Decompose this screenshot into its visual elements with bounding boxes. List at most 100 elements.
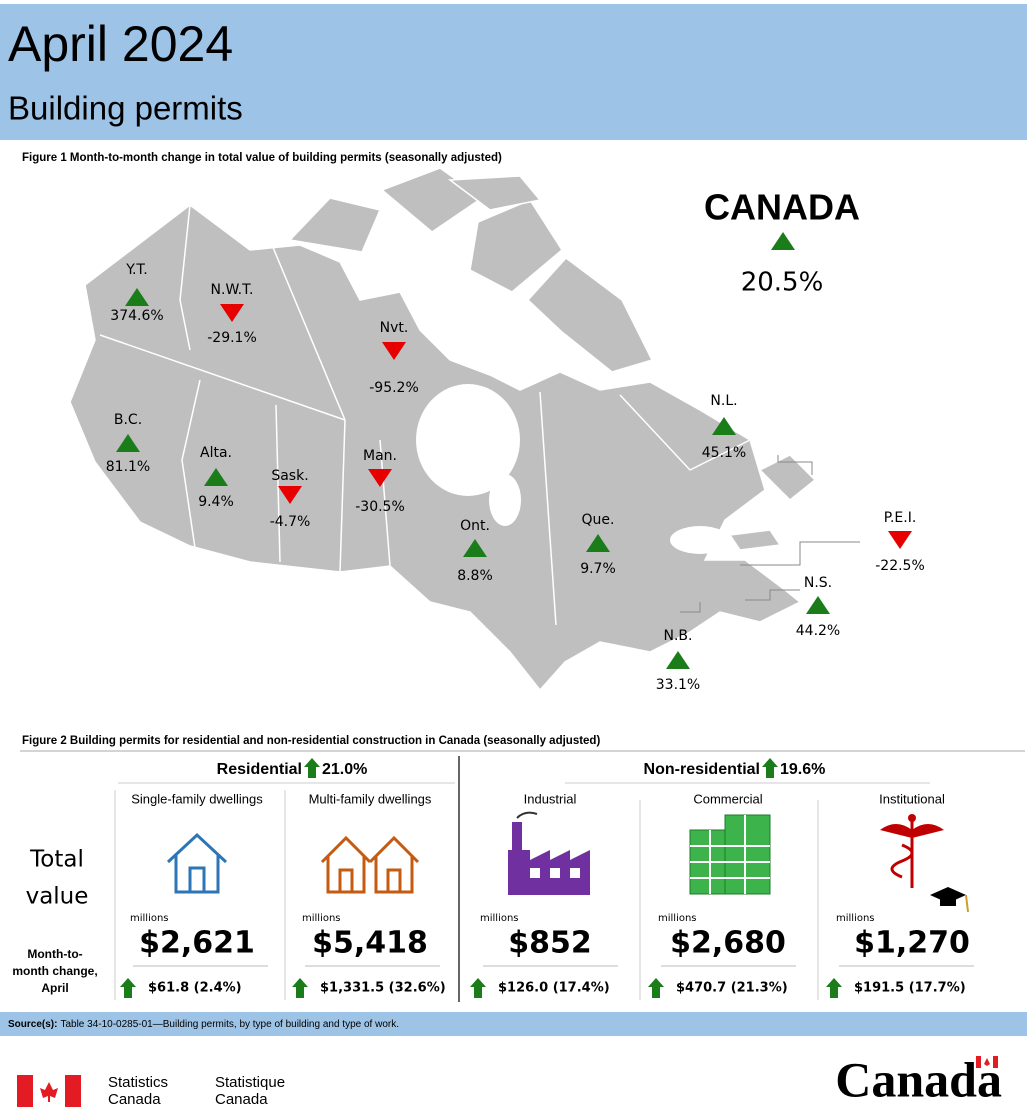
national-label: CANADA xyxy=(704,187,860,228)
up-arrow xyxy=(204,468,228,486)
total-value: $1,270 xyxy=(854,926,970,961)
agency-fr: Canada xyxy=(215,1091,268,1108)
hudson-bay xyxy=(416,384,520,496)
region-value: -30.5% xyxy=(355,499,405,515)
group-label: Non-residential xyxy=(644,761,760,778)
region-label: N.W.T. xyxy=(211,282,254,298)
region-value: 374.6% xyxy=(110,308,163,324)
region-value: 8.8% xyxy=(457,568,493,584)
dividers xyxy=(114,782,930,1000)
up-arrow xyxy=(586,534,610,552)
source: Source(s): Table 34-10-0285-01—Building p… xyxy=(8,1019,399,1030)
down-arrow xyxy=(368,469,392,487)
up-arrow xyxy=(666,651,690,669)
region-label: P.E.I. xyxy=(884,510,917,526)
region-label: N.B. xyxy=(664,628,693,644)
up-arrow xyxy=(826,978,842,998)
down-arrow xyxy=(220,304,244,322)
region-value: 9.7% xyxy=(580,561,616,577)
up-arrow xyxy=(806,596,830,614)
gulf xyxy=(670,526,730,554)
leaders xyxy=(680,455,860,613)
boundary xyxy=(539,391,557,626)
item-label: Single-family dwellings xyxy=(131,791,263,806)
map xyxy=(69,167,860,692)
down-arrow xyxy=(382,342,406,360)
island xyxy=(447,175,542,211)
region-value: -29.1% xyxy=(207,330,257,346)
figure-title: Figure 2 Building permits for residentia… xyxy=(22,735,600,747)
total-value: $852 xyxy=(508,926,592,961)
subtitle: Building permits xyxy=(8,90,243,127)
boundary xyxy=(619,394,751,471)
national-value: 20.5% xyxy=(741,268,824,298)
agency-en: Statistics xyxy=(108,1074,168,1091)
total-value: $2,680 xyxy=(670,926,786,961)
building-icon xyxy=(689,814,771,895)
region-label: Y.T. xyxy=(125,262,148,278)
group-change: 21.0% xyxy=(322,761,367,778)
region-label: B.C. xyxy=(114,412,142,428)
flag xyxy=(17,1075,81,1107)
up-arrow xyxy=(304,758,320,778)
boundaries xyxy=(99,204,751,626)
item-label: Institutional xyxy=(879,791,945,806)
item-change: $126.0 (17.4%) xyxy=(498,981,610,996)
up-arrow xyxy=(120,978,136,998)
item-change: $1,331.5 (32.6%) xyxy=(320,981,446,996)
item-label: Industrial xyxy=(524,791,577,806)
region-label: Man. xyxy=(363,448,397,464)
unit: millions xyxy=(658,913,697,924)
boundary xyxy=(271,244,346,421)
row-label: April xyxy=(41,981,68,995)
group-change: 19.6% xyxy=(780,761,825,778)
boundary xyxy=(339,419,346,573)
james-bay xyxy=(489,474,521,526)
region-label: Nvt. xyxy=(380,320,409,336)
up-arrow xyxy=(762,758,778,778)
house-icon xyxy=(166,832,228,894)
group-label: Residential xyxy=(217,761,302,778)
boundary xyxy=(99,334,346,421)
region-label: N.L. xyxy=(710,393,737,409)
up-arrow xyxy=(116,434,140,452)
down-arrow xyxy=(278,486,302,504)
region-label: Sask. xyxy=(271,468,308,484)
item-label: Commercial xyxy=(693,791,762,806)
up-arrow xyxy=(463,539,487,557)
up-arrow xyxy=(771,232,795,250)
agency-fr: Statistique xyxy=(215,1074,285,1091)
row-label: Total xyxy=(29,847,84,873)
leader-line xyxy=(740,541,860,566)
island xyxy=(758,454,817,502)
source-text: Table 34-10-0285-01—Building permits, by… xyxy=(60,1019,399,1030)
row-label: Month-to- xyxy=(27,947,82,961)
leader-line xyxy=(745,589,800,601)
up-arrow xyxy=(470,978,486,998)
boundary xyxy=(181,379,201,549)
item-change: $470.7 (21.3%) xyxy=(676,981,788,996)
boundary xyxy=(275,404,281,563)
unit: millions xyxy=(302,913,341,924)
houses-icon xyxy=(320,835,420,894)
leader-line xyxy=(777,455,813,475)
row-label: value xyxy=(26,884,89,910)
header-band xyxy=(0,4,1027,140)
island xyxy=(380,167,484,233)
up-arrow xyxy=(648,978,664,998)
total-value: $2,621 xyxy=(139,926,255,961)
total-value: $5,418 xyxy=(312,926,428,961)
wordmark-flag xyxy=(976,1056,998,1068)
factory-icon xyxy=(508,811,590,895)
figure-title: Figure 1 Month-to-month change in total … xyxy=(22,152,502,164)
region-value: 33.1% xyxy=(656,677,700,693)
region-value: -22.5% xyxy=(875,558,925,574)
region-label: N.S. xyxy=(804,575,832,591)
source-label: Source(s): xyxy=(8,1019,57,1030)
region-value: -4.7% xyxy=(270,514,311,530)
region-value: 44.2% xyxy=(796,623,840,639)
unit: millions xyxy=(480,913,519,924)
region-value: 9.4% xyxy=(198,494,234,510)
